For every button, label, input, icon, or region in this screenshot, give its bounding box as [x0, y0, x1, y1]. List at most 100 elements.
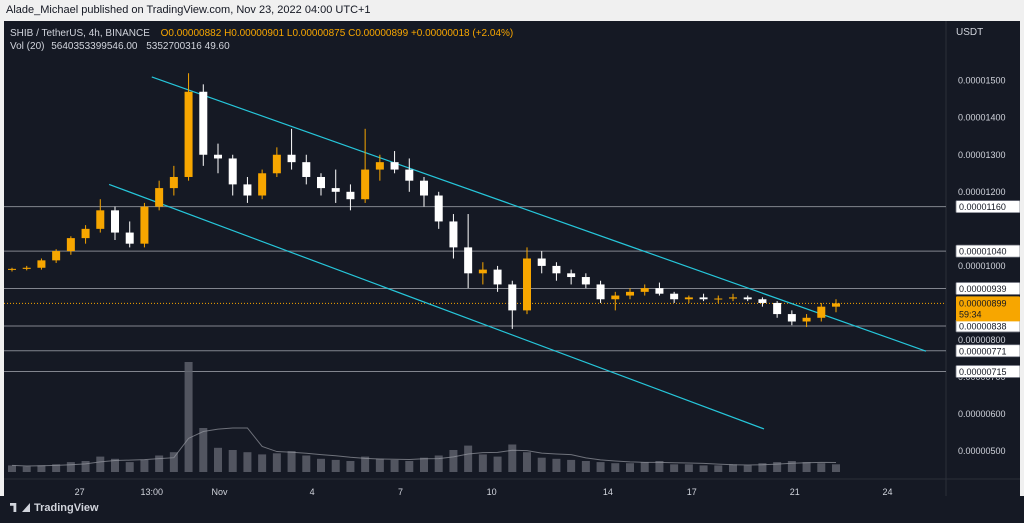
volume-bar: [832, 464, 840, 472]
candle-body: [52, 251, 61, 261]
volume-bar: [596, 462, 605, 472]
candle-body: [611, 295, 620, 300]
x-tick-label: 7: [398, 487, 403, 496]
volume-bar: [8, 465, 16, 472]
legend-volume-ma: 5352700316 49.60: [146, 41, 230, 52]
level-price-tag: [955, 200, 1020, 214]
candle-body: [581, 277, 590, 285]
volume-bar: [523, 452, 531, 472]
level-price-tag: [955, 282, 1020, 295]
volume-bar: [228, 450, 237, 472]
volume-bar: [375, 458, 384, 472]
candle-body: [743, 297, 752, 300]
level-price-label: 0.00001040: [959, 247, 1007, 257]
x-tick-label: 24: [882, 487, 892, 496]
volume-bar: [272, 453, 281, 472]
candle-body: [272, 154, 281, 174]
level-price-tag: [955, 344, 1020, 358]
chart-canvas[interactable]: 0.00001500 0.00001400 0.00001300 0.00001200…: [4, 21, 1020, 496]
candle-body: [8, 268, 16, 270]
volume-ma-line: [11, 427, 837, 467]
volume-bar: [405, 461, 414, 472]
level-price-tag: [955, 365, 1020, 378]
volume-bar: [802, 462, 811, 472]
volume-bar: [655, 461, 664, 472]
level-price-label: 0.00000939: [959, 284, 1007, 294]
trend-channel-lower: [108, 183, 765, 430]
tradingview-logo-icon: [10, 503, 17, 512]
y-tick-label: 0.00000800: [958, 335, 1006, 345]
candle-body: [684, 297, 693, 300]
candle-body: [214, 154, 222, 159]
volume-bar: [478, 454, 487, 472]
candle-body: [802, 317, 811, 322]
legend-volume-row: Vol (20) 5640353399546.00 5352700316 49.…: [10, 40, 513, 53]
candle-body: [81, 228, 90, 239]
x-tick-label: 13:00: [141, 487, 164, 496]
volume-bar: [581, 461, 590, 472]
volume-bar: [81, 461, 90, 472]
x-tick-label: 17: [687, 487, 697, 496]
volume-bar: [125, 462, 134, 472]
x-tick-label: 27: [75, 487, 85, 496]
volume-bar: [22, 466, 31, 472]
volume-bar: [346, 461, 355, 472]
y-tick-label: 0.00001400: [958, 113, 1006, 123]
candle-body: [111, 210, 119, 233]
current-price-tag: [956, 296, 1020, 322]
candle-body: [449, 221, 458, 248]
level-price-label: 0.00000838: [959, 321, 1007, 331]
chart-panel[interactable]: SHIB / TetherUS, 4h, BINANCE O0.00000882…: [4, 21, 1020, 496]
candle-body: [714, 298, 723, 300]
tradingview-brand-text: TradingView: [34, 502, 99, 514]
volume-bar: [199, 428, 208, 472]
trend-channel-upper: [151, 76, 927, 352]
volume-bar: [773, 462, 782, 472]
level-price-label: 0.00000771: [959, 346, 1007, 356]
x-tick-label: Nov: [211, 487, 228, 496]
candle-body: [258, 173, 267, 196]
volume-bar: [611, 463, 620, 472]
candle-body: [287, 154, 296, 163]
candle-body: [670, 293, 679, 300]
candle-body: [817, 306, 826, 318]
volume-bar: [743, 465, 752, 472]
candle-body: [228, 158, 237, 185]
volume-bar: [684, 464, 693, 472]
legend-change: +0.00000018 (+2.04%): [410, 28, 514, 39]
candle-body: [125, 232, 134, 244]
candle-body: [773, 302, 782, 315]
y-tick-label: 0.00001500: [958, 76, 1006, 86]
candle-body: [537, 258, 546, 266]
candle-body: [184, 91, 193, 177]
y-tick-label: 0.00001200: [958, 187, 1006, 197]
tradingview-logo[interactable]: TradingView: [10, 502, 99, 514]
volume-bar: [37, 465, 46, 472]
candle-body: [199, 91, 208, 155]
candle-body: [523, 258, 531, 311]
candle-body: [155, 188, 164, 207]
volume-bar: [302, 455, 311, 472]
y-tick-label: 0.00000500: [958, 446, 1006, 456]
volume-bar: [155, 455, 164, 472]
volume-bar: [317, 458, 325, 472]
candle-body: [508, 284, 517, 311]
x-tick-label: 21: [790, 487, 800, 496]
legend-close: C0.00000899: [348, 28, 409, 39]
legend-low: L0.00000875: [286, 28, 346, 39]
volume-bar: [640, 462, 649, 472]
legend-symbol[interactable]: SHIB / TetherUS, 4h, BINANCE: [10, 28, 150, 39]
legend-volume-label[interactable]: Vol (20): [10, 41, 45, 52]
volume-bar: [493, 456, 502, 472]
candle-body: [758, 299, 767, 303]
volume-bar: [169, 452, 178, 472]
x-tick-label: 4: [310, 487, 315, 496]
legend-high: H0.00000901: [224, 28, 285, 39]
volume-bar: [817, 463, 826, 472]
candle-body: [346, 191, 355, 200]
volume-bar: [420, 457, 428, 472]
price-scale-currency: USDT: [956, 27, 984, 38]
candle-body: [302, 162, 311, 177]
candle-body: [390, 162, 399, 170]
